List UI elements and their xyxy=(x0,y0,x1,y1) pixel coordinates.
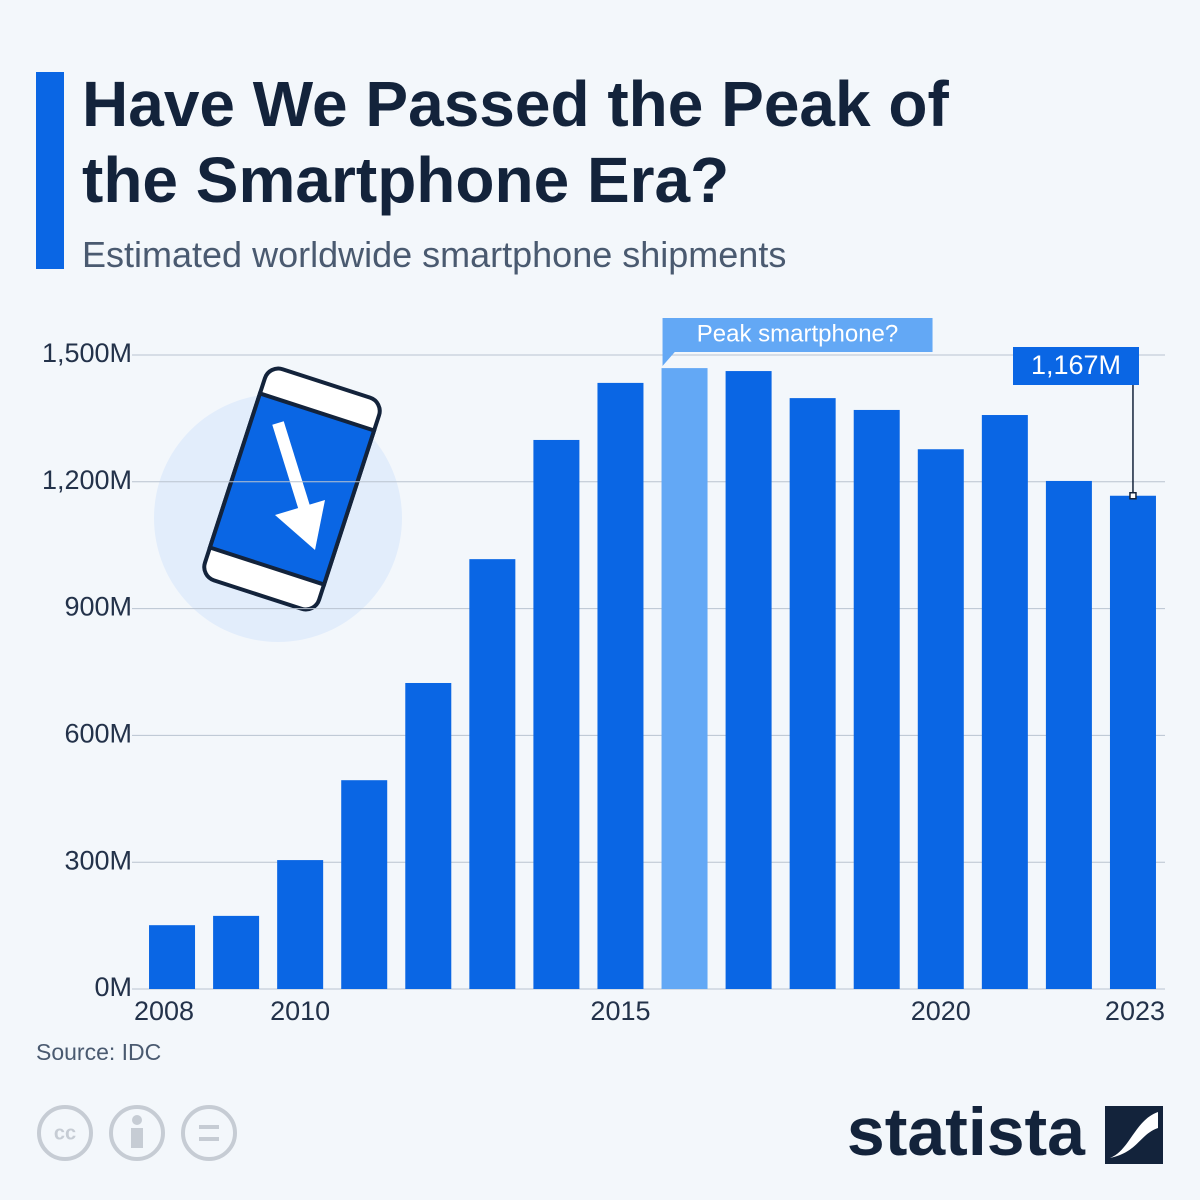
y-tick-label: 1,500M xyxy=(42,338,132,368)
y-tick-label: 600M xyxy=(64,719,132,749)
annotation-box xyxy=(662,318,933,352)
bar xyxy=(1045,480,1092,989)
source: Source: IDC xyxy=(36,1039,161,1065)
value-label: 1,167M xyxy=(1031,350,1121,380)
y-tick-label: 900M xyxy=(64,592,132,622)
label-dot xyxy=(1129,491,1137,500)
bar xyxy=(469,559,516,989)
label-box xyxy=(1013,347,1139,385)
bar xyxy=(1109,495,1156,989)
bar xyxy=(661,368,708,989)
y-tick-label: 1,200M xyxy=(42,465,132,495)
x-tick-label: 2020 xyxy=(911,996,971,1026)
x-tick-label: 2008 xyxy=(134,996,194,1026)
bar xyxy=(341,780,388,989)
x-tick-label: 2015 xyxy=(590,996,650,1026)
bar xyxy=(533,439,580,989)
title-accent xyxy=(36,72,64,269)
annotation-pointer xyxy=(662,350,677,366)
y-tick-label: 0M xyxy=(94,972,132,1002)
bar xyxy=(789,398,836,989)
phone-icon xyxy=(154,366,402,642)
svg-text:cc: cc xyxy=(54,1122,76,1144)
bar xyxy=(725,371,772,989)
bar xyxy=(213,915,260,989)
chart-title: Have We Passed the Peak of the Smartphon… xyxy=(82,68,949,216)
brand: statista xyxy=(847,1094,1086,1170)
bar xyxy=(405,682,452,989)
bar xyxy=(597,382,644,989)
bar xyxy=(853,409,900,989)
bar xyxy=(277,860,324,989)
bar xyxy=(917,449,964,990)
bar xyxy=(149,925,196,989)
y-tick-label: 300M xyxy=(64,845,132,875)
cc-icons: cc xyxy=(37,1105,237,1161)
x-tick-label: 2010 xyxy=(270,996,330,1026)
chart-subtitle: Estimated worldwide smartphone shipments xyxy=(82,234,787,275)
bar xyxy=(981,415,1028,989)
annotation: Peak smartphone? xyxy=(697,320,898,347)
brand-logo xyxy=(1105,1106,1163,1164)
x-tick-label: 2023 xyxy=(1105,996,1165,1026)
